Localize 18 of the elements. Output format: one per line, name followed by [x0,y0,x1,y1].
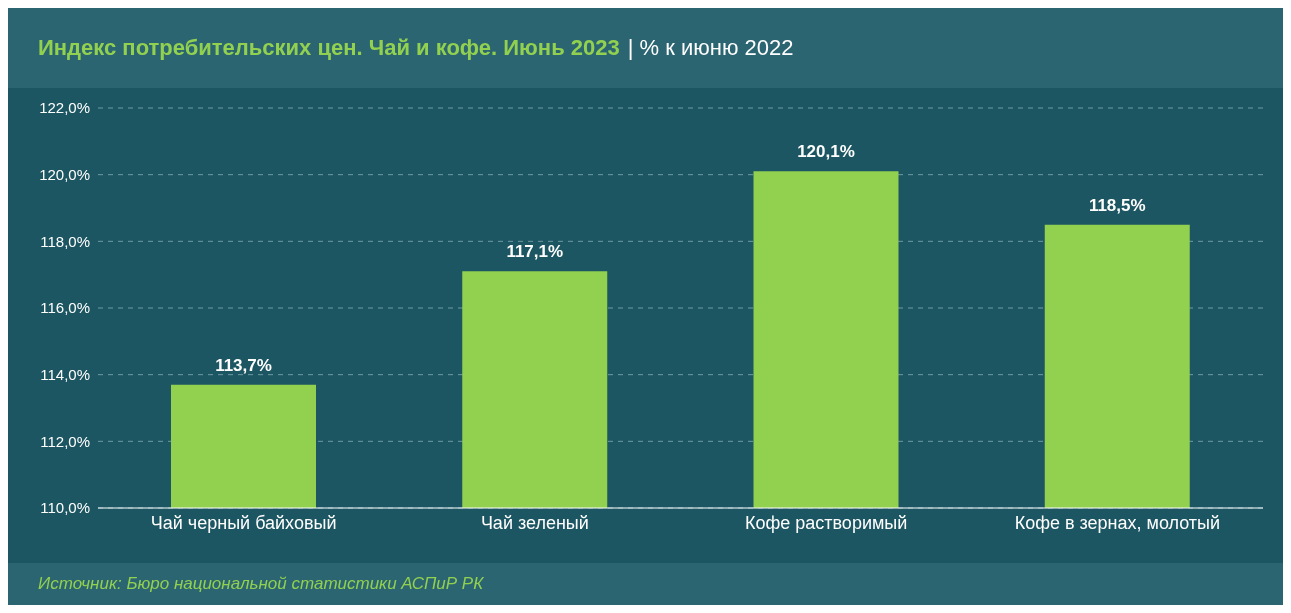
y-tick-label: 114,0% [40,365,90,383]
y-tick-label: 112,0% [40,432,90,450]
y-tick-label: 110,0% [40,499,90,517]
data-label: 117,1% [506,242,564,262]
data-label: 120,1% [797,142,855,162]
text: Источник: Бюро национальной статистики АСПиР РК [38,574,484,594]
y-tick-label: 120,0% [39,165,90,183]
y-tick-label: 118,0% [40,232,90,250]
y-tick-label: 122,0% [39,99,90,117]
chart-subtitle: | % к июню 2022 [627,35,794,61]
x-tick-label: Чай черный байховый [150,512,337,533]
x-tick-label: Кофе растворимый [744,512,908,533]
chart-title: Индекс потребительских цен. Чай и кофе. Июнь 2023 [38,35,620,61]
data-label: 118,5% [1088,195,1146,215]
y-tick-label: 116,0% [40,299,90,317]
data-label: 113,7% [215,355,272,375]
x-tick-label: Кофе в зернах, молотый [1014,512,1221,533]
x-tick-label: Чай зеленый [480,512,589,533]
